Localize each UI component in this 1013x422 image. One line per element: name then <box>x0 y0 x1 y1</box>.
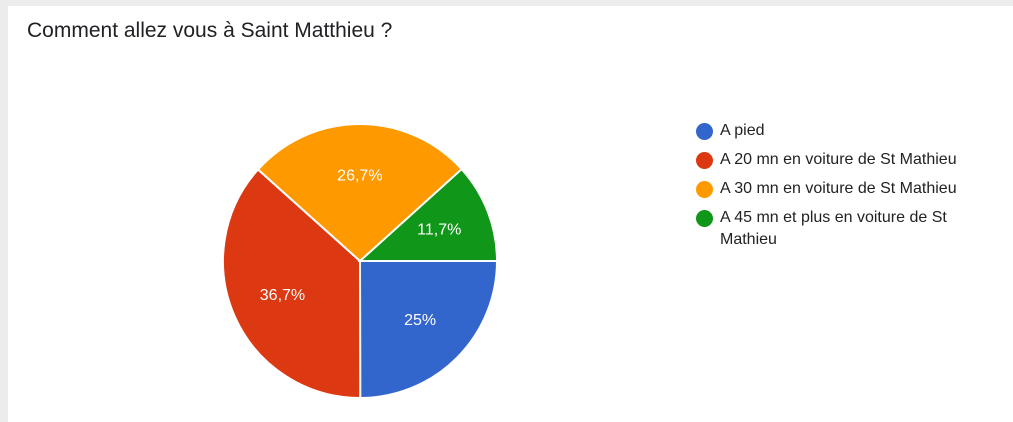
legend-item-3: A 45 mn et plus en voiture de St Mathieu <box>696 207 996 251</box>
legend-label: A 45 mn et plus en voiture de St Mathieu <box>720 209 947 248</box>
legend-item-2: A 30 mn en voiture de St Mathieu <box>696 178 996 200</box>
legend-swatch-icon <box>696 123 713 140</box>
chart-title: Comment allez vous à Saint Matthieu ? <box>27 19 393 42</box>
pie-slice-3 <box>357 167 499 262</box>
legend-swatch-icon <box>696 181 713 198</box>
legend-label: A pied <box>720 122 765 139</box>
pie-chart: 25% 36,7% 26,7% 11,7% <box>222 123 499 400</box>
pie-slice-0 <box>358 260 499 400</box>
chart-legend: A pied A 20 mn en voiture de St Mathieu A … <box>696 120 996 258</box>
legend-swatch-icon <box>696 152 713 169</box>
pie-slice-1 <box>222 168 362 400</box>
slice-label-0: 25% <box>404 312 436 329</box>
pie-slice-2 <box>256 123 464 263</box>
slice-label-2: 26,7% <box>337 167 382 184</box>
slice-label-1: 36,7% <box>260 287 305 304</box>
slice-label-3: 11,7% <box>417 222 461 239</box>
legend-label: A 30 mn en voiture de St Mathieu <box>720 180 957 197</box>
legend-item-0: A pied <box>696 120 996 142</box>
legend-swatch-icon <box>696 210 713 227</box>
chart-card: Comment allez vous à Saint Matthieu ? 25… <box>8 6 1013 422</box>
legend-label: A 20 mn en voiture de St Mathieu <box>720 151 957 168</box>
legend-item-1: A 20 mn en voiture de St Mathieu <box>696 149 996 171</box>
